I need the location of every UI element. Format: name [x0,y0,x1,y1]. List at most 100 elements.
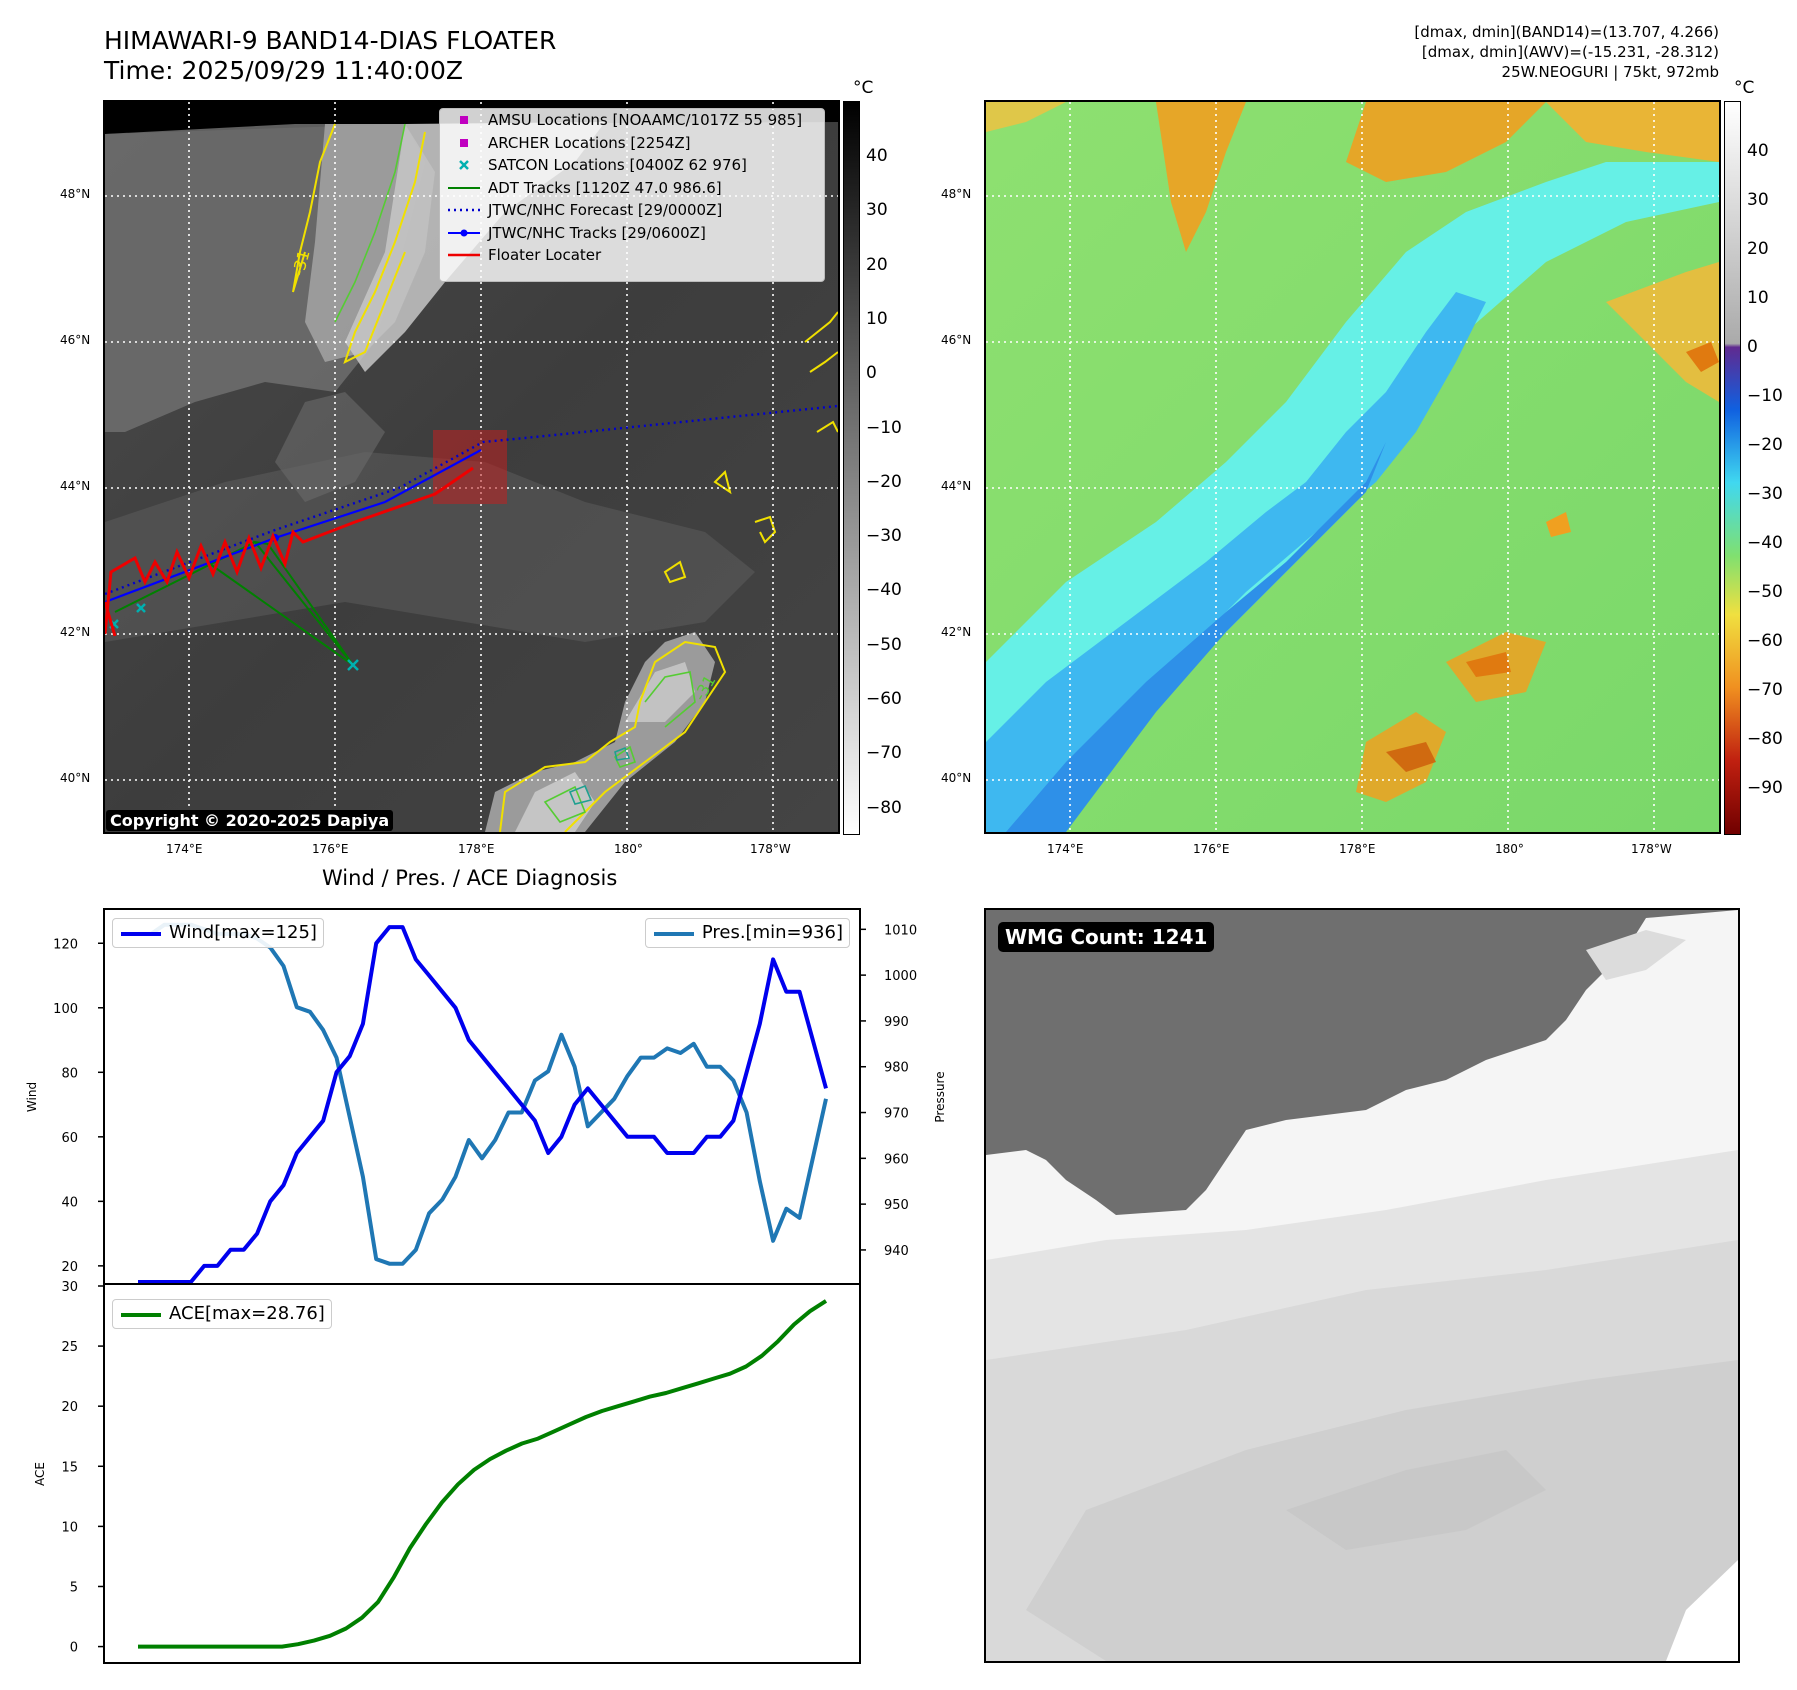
colorbar-right-tick: −90 [1747,778,1783,798]
legend-adt: ADT Tracks [1120Z 47.0 986.6] [440,177,824,200]
wind-tick-label: 20 [61,1260,78,1275]
colorbar-right-tick: −80 [1747,729,1783,749]
legend-archer: ARCHER Locations [2254Z] [440,132,824,155]
lon-label: 178°W [750,842,791,856]
legend-forecast: JTWC/NHC Forecast [29/0000Z] [440,199,824,222]
colorbar-left-tick: −20 [866,471,902,492]
colorbar-right-tick: 30 [1747,190,1769,210]
wmg-map [986,910,1738,1661]
colorbar-right-tick: 0 [1747,337,1758,357]
lon-label: 180° [614,842,643,856]
square-icon [446,132,482,155]
pressure-axis-label: Pressure [933,1071,947,1122]
colorbar-right-tick: −20 [1747,435,1783,455]
lon-label: 178°E [1339,842,1376,856]
wmg-count-badge: WMG Count: 1241 [998,922,1215,952]
lat-label: 42°N [60,625,91,639]
lon-label: 176°E [312,842,349,856]
ace-tick-label: 5 [70,1580,78,1595]
awv-map [986,102,1719,832]
ace-series [138,1299,828,1649]
lat-label: 40°N [941,771,972,785]
ace-tick-label: 10 [61,1520,78,1535]
colorbar-left-tick: 0 [866,363,877,384]
lon-label: 178°W [1631,842,1672,856]
wind-legend: Wind[max=125] [112,918,324,948]
info-awv: [dmax, dmin](AWV)=(-15.231, -28.312) [1421,43,1719,61]
lon-label: 178°E [458,842,495,856]
pressure-tick-label: 940 [884,1244,909,1259]
wind-tick-label: 120 [53,937,78,952]
legend-tracks: JTWC/NHC Tracks [29/0600Z] [440,222,824,245]
colorbar-left-tick: −60 [866,689,902,709]
colorbar-right-tick: −30 [1747,484,1783,504]
map-legend: AMSU Locations [NOAAMC/1017Z 55 985] ARC… [439,108,825,282]
colorbar-right-tick: 40 [1747,141,1769,161]
ir-colorbar [843,101,860,835]
pressure-series [138,922,828,1266]
colorbar-left-tick: −50 [866,634,902,655]
lat-label: 44°N [941,479,972,493]
floater-box [433,430,507,504]
ace-tick-label: 30 [61,1280,78,1295]
lat-label: 40°N [60,771,91,785]
ace-line-swatch [121,1313,161,1317]
colorbar-left-tick: −70 [866,743,902,764]
wind-tick-label: 40 [61,1195,78,1210]
awv-map-panel [984,100,1721,834]
colorbar-right-tick: −40 [1747,533,1783,553]
pressure-tick-label: 990 [884,1015,909,1030]
colorbar-right-tick: −10 [1747,386,1783,406]
colorbar-right-tick: 10 [1747,288,1769,308]
colorbar-right-tick: −60 [1747,631,1783,651]
pressure-tick-label: 970 [884,1107,909,1122]
line-icon [446,244,482,267]
lon-label: 180° [1495,842,1524,856]
page-title: HIMAWARI-9 BAND14-DIAS FLOATER [104,26,557,55]
pressure-tick-label: 960 [884,1152,909,1167]
colorbar-left-tick: −40 [866,580,902,601]
line-dot-icon [446,222,482,245]
ace-axis-label: ACE [33,1462,47,1486]
wind-tick-label: 100 [53,1002,78,1017]
lat-label: 48°N [60,187,91,201]
square-icon [446,109,482,132]
awv-colorbar [1724,101,1741,835]
wmg-panel: WMG Count: 1241 [984,908,1740,1663]
wind-series [138,925,828,1284]
colorbar-right-tick: 20 [1747,239,1769,259]
lat-label: 46°N [941,333,972,347]
pressure-line-swatch [653,932,694,936]
pressure-tick-label: 1010 [884,923,917,938]
wind-axis-label: Wind [25,1082,39,1112]
x-icon [446,154,482,177]
ace-tick-label: 15 [61,1460,78,1475]
ir-map-panel: -31 -31 [103,100,840,834]
pressure-tick-label: 950 [884,1198,909,1213]
legend-amsu: AMSU Locations [NOAAMC/1017Z 55 985] [440,109,824,132]
ace-legend: ACE[max=28.76] [112,1299,332,1329]
pressure-legend: Pres.[min=936] [644,918,850,948]
info-storm: 25W.NEOGURI | 75kt, 972mb [1501,63,1719,81]
chart-title: Wind / Pres. / ACE Diagnosis [322,866,618,890]
dotted-line-icon [446,199,482,222]
colorbar-right-tick: −70 [1747,680,1783,700]
colorbar-left-tick: 20 [866,254,888,275]
colorbar-unit: °C [1734,78,1755,98]
lat-label: 48°N [941,187,972,201]
legend-satcon: SATCON Locations [0400Z 62 976] [440,154,824,177]
colorbar-right-tick: −50 [1747,582,1783,602]
ace-tick-label: 25 [61,1340,78,1355]
timestamp: Time: 2025/09/29 11:40:00Z [104,56,463,85]
colorbar-left-tick: 10 [866,308,888,329]
lat-label: 44°N [60,479,91,493]
colorbar-left-tick: 30 [866,200,888,221]
pressure-tick-label: 980 [884,1061,909,1076]
colorbar-left-tick: −30 [866,526,902,547]
ace-tick-label: 0 [70,1641,78,1656]
legend-floater: Floater Locater [440,244,824,267]
colorbar-unit: °C [853,78,874,98]
lon-label: 176°E [1193,842,1230,856]
lon-label: 174°E [166,842,203,856]
